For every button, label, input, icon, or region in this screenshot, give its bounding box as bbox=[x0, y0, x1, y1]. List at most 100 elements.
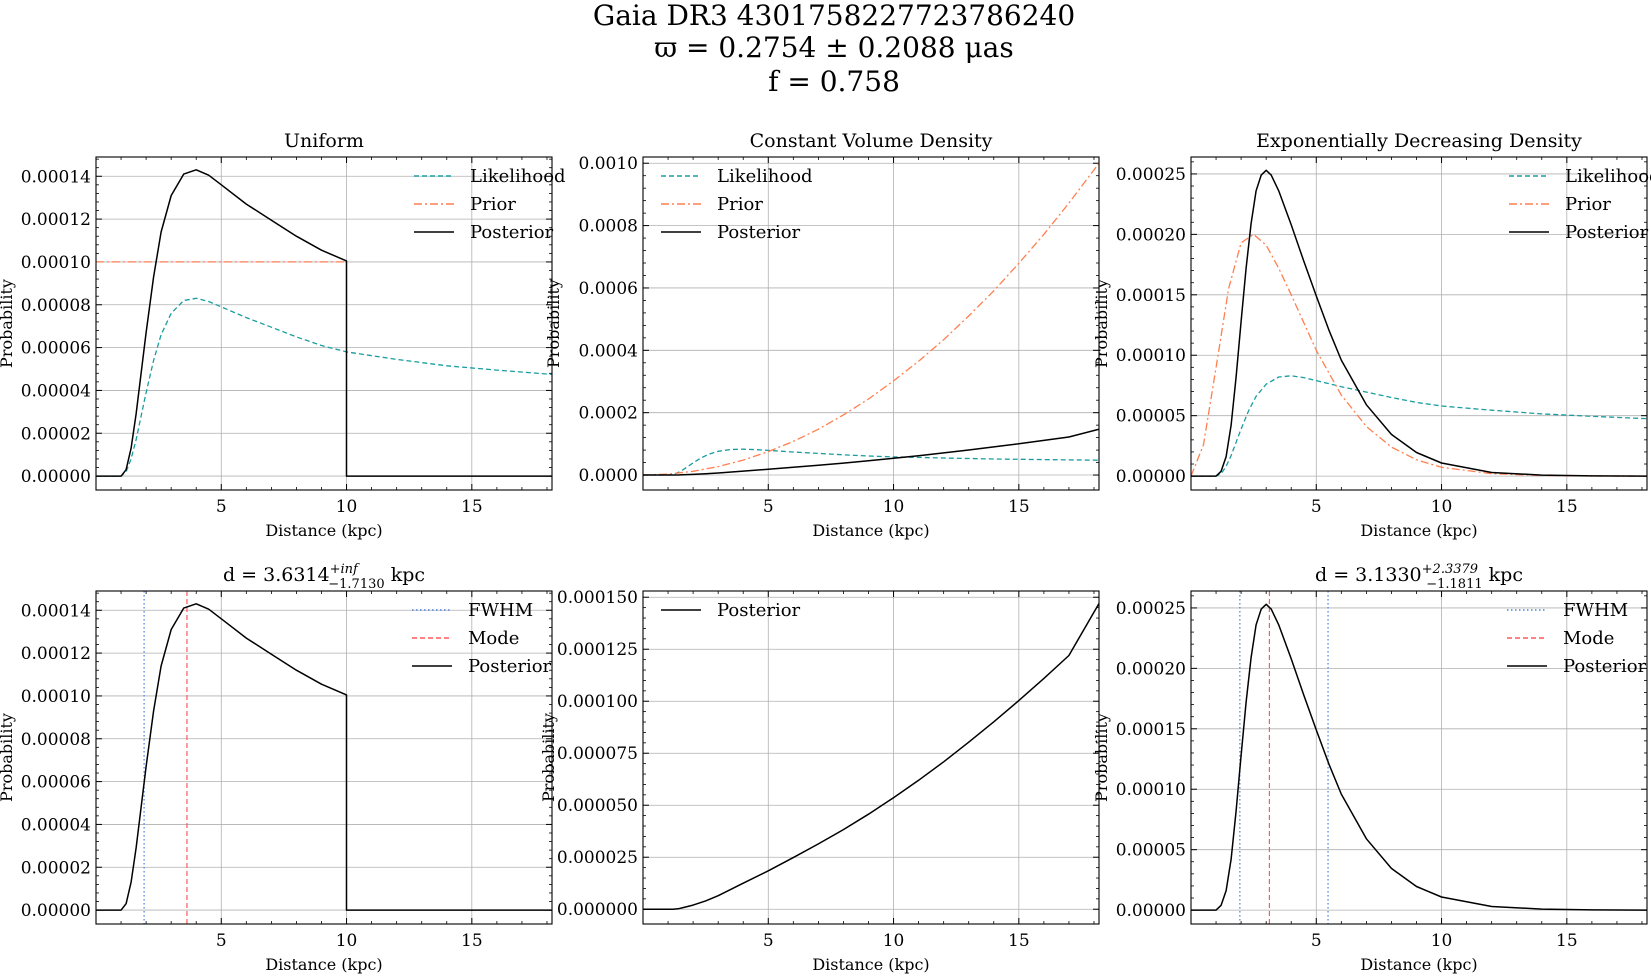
posterior-line bbox=[1191, 169, 1647, 477]
x-tick-label: 15 bbox=[1556, 931, 1578, 951]
prior-legend-label: Prior bbox=[717, 194, 763, 215]
x-axis-label: Distance (kpc) bbox=[265, 521, 382, 540]
plot-area bbox=[1191, 591, 1647, 924]
y-tick-label: 0.000025 bbox=[557, 848, 638, 868]
plot-area bbox=[643, 162, 1099, 476]
title-lower-error: −1.1811 bbox=[1426, 577, 1482, 592]
legend: Likelihood Prior Posterior bbox=[661, 166, 813, 243]
axes-frame bbox=[642, 156, 1100, 491]
posterior-legend-label: Posterior bbox=[1563, 656, 1647, 677]
subplot-grid: 5 10 15 0.00000 0.00002 0.00004 0.00006 0.00008… bbox=[0, 130, 1651, 974]
y-tick-label: 0.000125 bbox=[557, 640, 638, 660]
y-axis-label: Probability bbox=[1092, 279, 1111, 368]
y-tick-label: 0.00010 bbox=[21, 253, 91, 273]
figure-title: Gaia DR3 4301758227723786240 ϖ = 0.2754 … bbox=[593, 0, 1075, 98]
posterior-legend-label: Posterior bbox=[468, 656, 552, 677]
x-tick-label: 5 bbox=[763, 931, 774, 951]
x-tick-label: 15 bbox=[1008, 497, 1030, 517]
legend: FWHM Mode Posterior bbox=[1507, 600, 1647, 677]
x-tick-label: 5 bbox=[1311, 497, 1322, 517]
plot-area bbox=[96, 591, 552, 924]
y-tick-label: 0.000050 bbox=[557, 796, 638, 816]
likelihood-legend-label: Likelihood bbox=[717, 166, 813, 187]
legend: FWHM Mode Posterior bbox=[412, 600, 552, 677]
x-tick-label: 15 bbox=[461, 931, 483, 951]
x-tick-label: 10 bbox=[883, 931, 905, 951]
likelihood-line bbox=[1191, 375, 1647, 477]
y-tick-label: 0.00020 bbox=[1116, 659, 1186, 679]
subplot-1: 5 10 15 0.00000 0.00002 0.00004 0.00006 0.00008… bbox=[0, 130, 566, 540]
y-tick-label: 0.00010 bbox=[1116, 346, 1186, 366]
x-tick-label: 10 bbox=[1431, 497, 1453, 517]
x-tick-label: 10 bbox=[883, 497, 905, 517]
x-axis-label: Distance (kpc) bbox=[812, 955, 929, 974]
subplot-2: 5 10 15 0.0000 0.0002 0.0004 0.0006 0.0008 0.001… bbox=[544, 130, 1100, 540]
y-tick-label: 0.00008 bbox=[21, 730, 91, 750]
axes-frame bbox=[1190, 156, 1648, 491]
posterior-line bbox=[96, 603, 552, 911]
posterior-legend-label: Posterior bbox=[717, 600, 801, 621]
x-tick-label: 15 bbox=[1556, 497, 1578, 517]
y-axis-label: Probability bbox=[539, 713, 558, 802]
posterior-line bbox=[643, 603, 1099, 910]
y-tick-label: 0.000100 bbox=[557, 692, 638, 712]
axes-frame bbox=[642, 590, 1100, 925]
grid bbox=[643, 591, 1099, 924]
subplot-4: 5 10 15 0.00000 0.00002 0.00004 0.00006 0.00008… bbox=[0, 562, 553, 974]
x-tick-label: 10 bbox=[1431, 931, 1453, 951]
posterior-line bbox=[96, 169, 552, 477]
subplot-title: Constant Volume Density bbox=[750, 130, 993, 152]
y-tick-label: 0.00025 bbox=[1116, 599, 1186, 619]
subplot-3: 5 10 15 0.00000 0.00005 0.00010 0.00015 0.00020… bbox=[1092, 130, 1651, 540]
y-tick-label: 0.00002 bbox=[21, 858, 91, 878]
y-tick-label: 0.00006 bbox=[21, 773, 91, 793]
posterior-legend-label: Posterior bbox=[470, 222, 554, 243]
y-axis-label: Probability bbox=[0, 713, 16, 802]
mode-legend-label: Mode bbox=[468, 628, 519, 649]
y-tick-label: 0.00000 bbox=[1116, 467, 1186, 487]
y-tick-label: 0.00005 bbox=[1116, 841, 1186, 861]
y-tick-label: 0.000000 bbox=[557, 900, 638, 920]
x-tick-label: 10 bbox=[336, 497, 358, 517]
x-tick-label: 5 bbox=[216, 497, 227, 517]
y-tick-label: 0.00000 bbox=[21, 467, 91, 487]
y-tick-label: 0.00010 bbox=[21, 687, 91, 707]
likelihood-legend-label: Likelihood bbox=[1565, 166, 1651, 187]
posterior-line bbox=[643, 428, 1099, 476]
prior-legend-label: Prior bbox=[1565, 194, 1611, 215]
y-tick-label: 0.000075 bbox=[557, 744, 638, 764]
subplot-5: 5 10 15 0.000000 0.000025 0.000050 0.000075 0.0… bbox=[539, 588, 1100, 974]
plot-area bbox=[643, 603, 1099, 910]
title-main: d = 3.6314 bbox=[223, 564, 330, 586]
y-tick-label: 0.0002 bbox=[579, 404, 638, 424]
fwhm-legend-label: FWHM bbox=[1563, 600, 1628, 621]
y-tick-label: 0.00002 bbox=[21, 424, 91, 444]
x-tick-label: 5 bbox=[763, 497, 774, 517]
x-tick-label: 15 bbox=[461, 497, 483, 517]
y-tick-label: 0.00020 bbox=[1116, 225, 1186, 245]
y-axis-label: Probability bbox=[0, 279, 16, 368]
y-tick-label: 0.00014 bbox=[21, 167, 91, 187]
likelihood-line bbox=[643, 448, 1099, 476]
figure-title-line-1: Gaia DR3 4301758227723786240 bbox=[593, 0, 1075, 32]
legend: Likelihood Prior Posterior bbox=[414, 166, 566, 243]
subplot-title: Exponentially Decreasing Density bbox=[1256, 130, 1582, 152]
likelihood-line bbox=[96, 297, 552, 477]
y-tick-label: 0.00014 bbox=[21, 601, 91, 621]
y-tick-label: 0.00008 bbox=[21, 296, 91, 316]
y-tick-label: 0.0004 bbox=[579, 341, 638, 361]
y-tick-label: 0.00000 bbox=[21, 901, 91, 921]
plot-area bbox=[96, 169, 552, 477]
title-lower-error: −1.7130 bbox=[328, 577, 384, 592]
y-tick-label: 0.00000 bbox=[1116, 901, 1186, 921]
y-tick-label: 0.00004 bbox=[21, 815, 91, 835]
prior-line bbox=[1191, 233, 1647, 477]
axes-frame bbox=[1190, 590, 1648, 925]
prior-legend-label: Prior bbox=[470, 194, 516, 215]
subplot-6: 5 10 15 0.00000 0.00005 0.00010 0.00015 0.00020… bbox=[1092, 562, 1648, 974]
posterior-legend-label: Posterior bbox=[717, 222, 801, 243]
x-axis-label: Distance (kpc) bbox=[1360, 521, 1477, 540]
y-tick-label: 0.00004 bbox=[21, 381, 91, 401]
subplot-title: Uniform bbox=[284, 130, 364, 152]
